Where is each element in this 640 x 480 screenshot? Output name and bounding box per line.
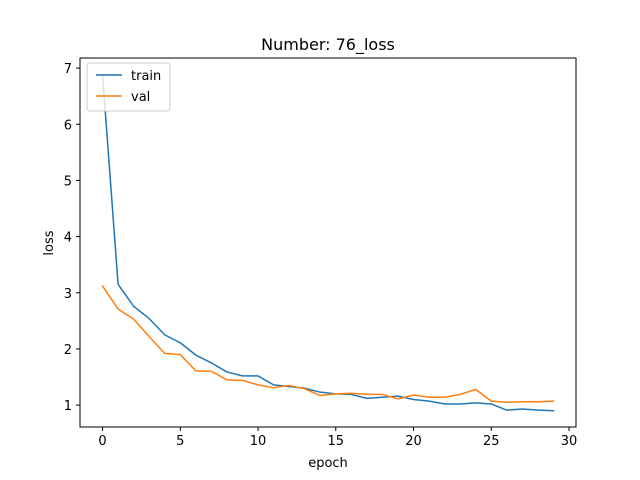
- plot-area-frame: [79, 57, 577, 428]
- x-axis: 0 5 10 15 20 25 30: [98, 427, 577, 449]
- legend-label-train: train: [131, 69, 161, 84]
- series-line-train: [101, 74, 555, 412]
- y-tick-label: 5: [64, 174, 72, 189]
- legend: train val: [86, 62, 171, 112]
- y-tick-label: 3: [64, 287, 72, 302]
- x-tick-label: 5: [176, 434, 184, 449]
- x-tick-label: 20: [405, 434, 422, 449]
- x-tick-label: 25: [483, 434, 500, 449]
- y-tick-label: 6: [64, 118, 72, 133]
- chart-title: Number: 76_loss: [261, 35, 395, 55]
- y-tick-label: 4: [64, 231, 72, 246]
- series-layer: [101, 74, 555, 412]
- x-tick-label: 30: [561, 434, 578, 449]
- x-tick-label: 15: [328, 434, 345, 449]
- x-axis-title: epoch: [308, 456, 348, 471]
- x-tick-label: 0: [98, 434, 106, 449]
- y-axis-title: loss: [42, 230, 57, 255]
- y-axis: 1 2 3 4 5 6 7: [64, 62, 80, 414]
- y-tick-label: 2: [64, 343, 72, 358]
- y-tick-label: 1: [64, 399, 72, 414]
- legend-label-val: val: [131, 90, 150, 105]
- x-tick-label: 10: [250, 434, 267, 449]
- series-line-val: [101, 284, 555, 404]
- y-tick-label: 7: [64, 62, 72, 77]
